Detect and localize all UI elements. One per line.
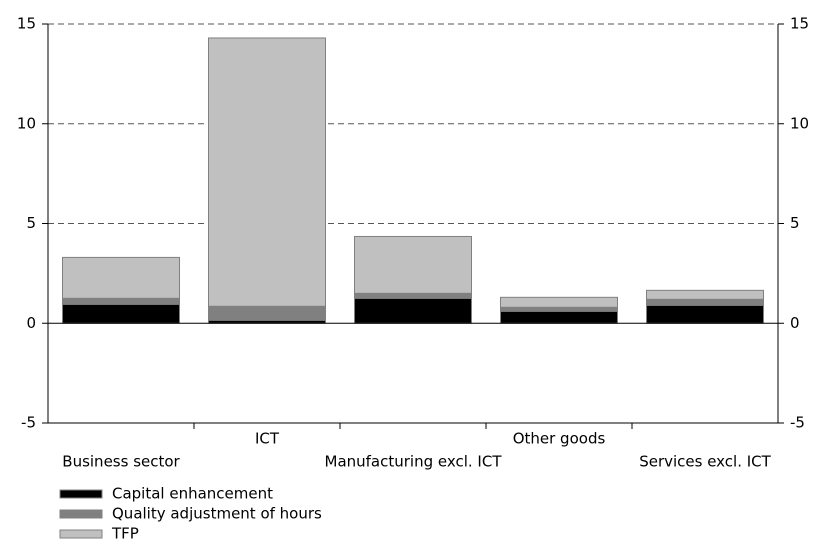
bar-segment bbox=[208, 37, 326, 307]
x-tick-label: Services excl. ICT bbox=[639, 453, 771, 471]
legend-swatch bbox=[59, 489, 103, 499]
bar-segment bbox=[500, 306, 618, 312]
x-tick-label: Business sector bbox=[62, 453, 180, 471]
y2-tick-label: 15 bbox=[790, 15, 809, 33]
y2-tick-label: 5 bbox=[790, 214, 800, 232]
x-tick-label: Manufacturing excl. ICT bbox=[325, 453, 503, 471]
bar-segment bbox=[62, 297, 180, 305]
bar-segment bbox=[208, 305, 326, 321]
y-tick-label: 0 bbox=[26, 314, 36, 332]
x-tick-label: Other goods bbox=[513, 430, 606, 448]
bar-segment bbox=[354, 235, 472, 294]
y-tick-label: -5 bbox=[21, 414, 36, 432]
bar-segment bbox=[500, 296, 618, 308]
x-tick-label: ICT bbox=[255, 430, 280, 448]
y2-tick-label: 0 bbox=[790, 314, 800, 332]
y-tick-label: 15 bbox=[17, 15, 36, 33]
y-tick-label: 10 bbox=[17, 114, 36, 132]
bar-segment bbox=[646, 304, 764, 324]
bar-segment bbox=[62, 256, 180, 299]
legend-label: Quality adjustment of hours bbox=[112, 505, 322, 523]
legend-label: Capital enhancement bbox=[112, 485, 273, 503]
bar-segment bbox=[646, 289, 764, 300]
bar-segment bbox=[354, 292, 472, 299]
bar-segment bbox=[62, 303, 180, 324]
bar-segment bbox=[354, 297, 472, 324]
legend-swatch bbox=[59, 509, 103, 519]
y2-tick-label: -5 bbox=[790, 414, 805, 432]
y2-tick-label: 10 bbox=[790, 114, 809, 132]
bar-segment bbox=[646, 298, 764, 306]
legend-swatch bbox=[59, 529, 103, 539]
legend-label: TFP bbox=[111, 525, 139, 543]
bar-segment bbox=[500, 310, 618, 324]
y-tick-label: 5 bbox=[26, 214, 36, 232]
